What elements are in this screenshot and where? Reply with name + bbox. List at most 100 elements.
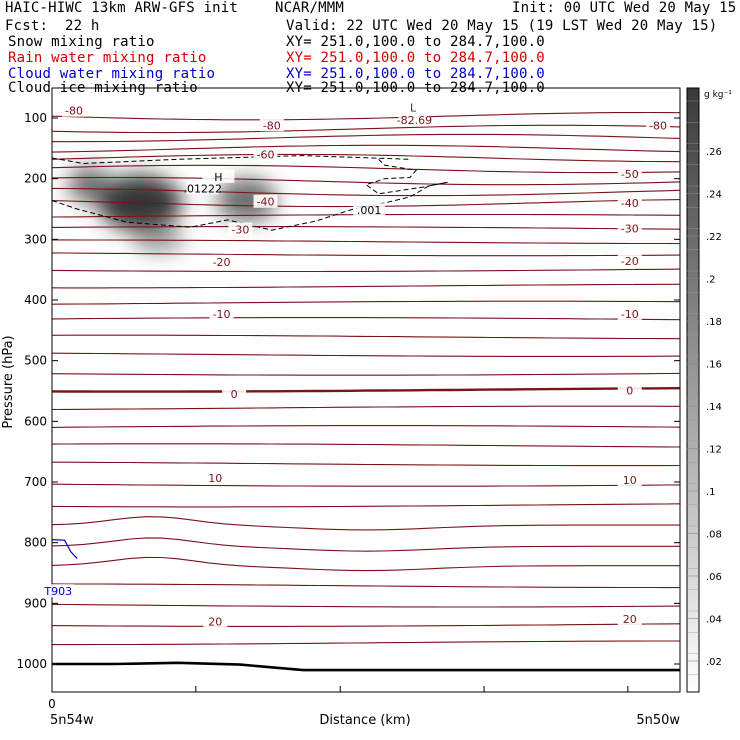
colorbar-label: .12 [706,445,722,456]
point-label-bg [398,112,431,126]
contour-label-bg [617,166,642,180]
contour-label-bg [222,387,247,401]
isotherm-line [51,133,681,143]
colorbar-label: .24 [706,190,722,201]
contour-label-bg [617,254,642,268]
field-name-cloud-water: Cloud water mixing ratio [8,66,216,82]
surface-line [52,661,680,672]
colorbar-label: .22 [706,232,722,243]
forecast-hours: 22 h [65,18,100,34]
contour-label-bg [209,306,234,320]
field-xy-rain: XY= 251.0,100.0 to 284.7,100.0 [286,50,545,66]
isotherm-line [51,124,681,134]
y-tick-label: 700 [24,475,47,489]
field-xy-cloud-water: XY= 251.0,100.0 to 284.7,100.0 [286,66,545,82]
contour-label: 10 [623,474,637,487]
colorbar-unit: g kg⁻¹ [704,90,732,100]
contour-label-bg [203,470,228,484]
isotherm-line [51,483,681,487]
contour-label: -20 [621,255,639,268]
contour-label: 0 [626,384,633,397]
isotherm-line [51,153,681,163]
ice-contour-lower [51,158,448,231]
contour-label-bg [617,473,642,487]
contour-label: 0 [231,388,238,401]
contour-label: -80 [263,119,281,132]
contour-label-bg [646,118,671,132]
point-label-bg [397,100,430,114]
contour-label: -30 [231,224,249,237]
contour-label-bg [617,306,642,320]
isotherm-line [51,317,681,321]
y-tick-label: 100 [24,111,47,125]
isotherm-line [51,387,681,393]
isotherm-line [51,268,681,273]
y-tick-label: 600 [24,414,47,428]
colorbar-label: .14 [706,402,722,413]
isotherm-line [51,425,681,428]
isotherm-line [51,583,680,589]
x-end-label: 5n50w [636,713,680,728]
colorbar-label: .06 [706,572,722,583]
cloud-water-contour [51,539,78,559]
temperature-contours [51,111,681,646]
y-tick-label: 300 [24,232,47,246]
contour-label-bg [253,147,278,161]
isotherm-line [51,352,681,357]
point-label: .001 [357,204,382,217]
colorbar-label: .26 [706,147,722,158]
contour-label: 10 [208,472,222,485]
isotherm-line [51,187,681,197]
point-label-bg [353,203,386,217]
y-tick-label: 1000 [16,657,47,671]
snow-blob-low [132,225,185,254]
field-xy-snow: XY= 251.0,100.0 to 284.7,100.0 [286,34,545,50]
plot-frame [51,87,681,693]
point-label-bg [202,169,235,183]
contour-label-bg [228,222,253,236]
snow-blob-east [216,177,277,222]
isotherm-line [51,111,681,121]
colorbar-label: .2 [706,275,716,286]
contour-label: -30 [621,222,639,235]
isotherm-line [51,283,680,289]
y-tick-label: 900 [24,596,47,610]
point-label: T903 [43,585,72,598]
y-axis-title: Pressure (hPa) [1,335,16,428]
y-tick-label: 200 [24,172,47,186]
isotherm-line [52,461,681,467]
contour-label: 20 [208,616,222,629]
isotherm-line [51,144,681,153]
colorbar-label: .04 [706,615,722,626]
isotherm-line [51,372,681,376]
valid-time: Valid: 22 UTC Wed 20 May 15 (19 LST Wed … [286,18,718,34]
init-time: Init: 00 UTC Wed 20 May 15 [512,0,737,16]
y-tick-label: 400 [24,293,47,307]
contour-label-bg [259,118,284,132]
contour-label: -80 [65,105,83,118]
isotherm-line [51,516,680,531]
point-label: H [214,171,222,184]
contour-label-bg [209,254,234,268]
x-axis-title: Distance (km) [319,713,410,728]
x-axis: 0 [48,686,629,711]
point-label: -82.69 [397,114,432,127]
isotherm-line [51,405,680,411]
isotherm-line [51,603,681,608]
contour-label-bg [617,612,642,626]
field-name-rain: Rain water mixing ratio [8,50,207,66]
contour-label: -40 [257,196,275,209]
point-label: L [410,102,417,115]
contour-labels: -80 -80 -80 -60 -50 -40 -40 -30 -30 -20 -20 -10 -10 0… [42,100,671,629]
contour-label: -10 [213,308,231,321]
colorbar-label: .16 [706,360,722,371]
contour-label-bg [617,383,642,397]
contour-label-bg [61,103,86,117]
isotherm-line [51,556,680,572]
contour-label-bg [617,195,642,209]
contour-label-bg [617,221,642,235]
contour-label-bg [203,614,228,628]
isotherm-line [51,443,681,448]
